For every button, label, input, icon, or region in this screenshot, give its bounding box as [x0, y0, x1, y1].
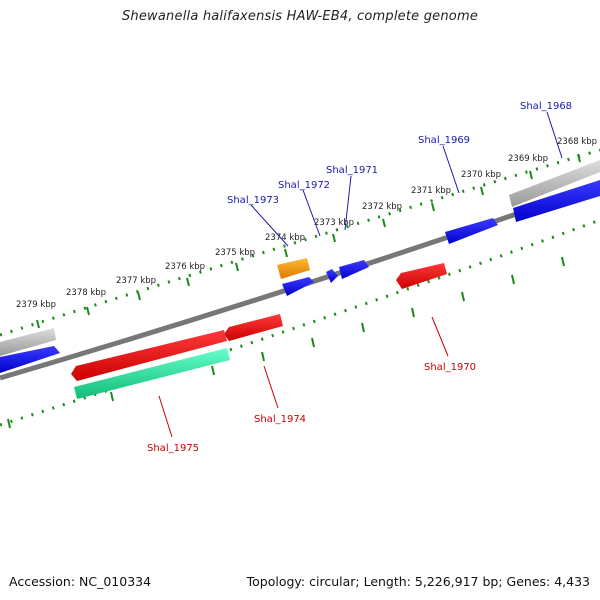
feature-shal-1971[interactable] — [339, 260, 369, 279]
feature-shal-1969[interactable] — [445, 218, 498, 244]
kbp-label: 2369 kbp — [508, 154, 548, 164]
gene-label-shal-1975[interactable]: Shal_1975 — [147, 443, 199, 454]
gene-label-shal-1969[interactable]: Shal_1969 — [418, 135, 470, 146]
gene-label-shal-1973[interactable]: Shal_1973 — [227, 195, 279, 206]
feature-rna-orange[interactable] — [277, 258, 310, 279]
outer-scale-track — [0, 148, 600, 337]
inner-scale-track — [0, 218, 600, 427]
map-title: Shewanella halifaxensis HAW-EB4, complet… — [121, 9, 479, 24]
feature-blue-left[interactable] — [0, 346, 60, 373]
outer-major-ticks — [36, 153, 581, 329]
accession-label: Accession: NC_010334 — [9, 574, 152, 589]
inner-major-ticks — [7, 256, 565, 429]
forward-strand-features — [0, 160, 600, 373]
reverse-strand-features — [71, 263, 447, 399]
feature-red-long[interactable] — [71, 330, 227, 381]
kbp-label: 2375 kbp — [215, 248, 255, 258]
gene-label-shal-1968[interactable]: Shal_1968 — [520, 101, 572, 112]
kbp-labels: 2368 kbp 2369 kbp 2370 kbp 2371 kbp 2372 kbp… — [16, 137, 597, 310]
gene-label-shal-1974[interactable]: Shal_1974 — [254, 414, 306, 425]
genome-summary: Topology: circular; Length: 5,226,917 bp… — [246, 574, 590, 589]
feature-shal-1975[interactable] — [74, 348, 230, 399]
kbp-label: 2373 kbp — [314, 218, 354, 228]
gene-label-shal-1971[interactable]: Shal_1971 — [326, 165, 378, 176]
kbp-label: 2372 kbp — [362, 202, 402, 212]
kbp-label: 2377 kbp — [116, 276, 156, 286]
label-leaders — [158, 111, 563, 438]
feature-shal-1970[interactable] — [396, 263, 447, 289]
feature-shal-1972[interactable] — [326, 269, 338, 283]
gene-labels: Shal_1968 Shal_1969 Shal_1971 Shal_1972 Shal… — [147, 101, 572, 454]
kbp-label: 2374 kbp — [265, 233, 305, 243]
kbp-label: 2370 kbp — [461, 170, 501, 180]
feature-shal-1973[interactable] — [282, 277, 314, 296]
kbp-label: 2376 kbp — [165, 262, 205, 272]
kbp-label: 2378 kbp — [66, 288, 106, 298]
kbp-label: 2371 kbp — [411, 186, 451, 196]
gene-label-shal-1970[interactable]: Shal_1970 — [424, 362, 476, 373]
gene-label-shal-1972[interactable]: Shal_1972 — [278, 180, 330, 191]
feature-grey-left[interactable] — [0, 328, 56, 356]
kbp-label: 2368 kbp — [557, 137, 597, 147]
feature-shal-1968[interactable] — [513, 180, 600, 222]
feature-grey-right[interactable] — [509, 160, 600, 207]
feature-shal-1974[interactable] — [224, 314, 283, 341]
kbp-label: 2379 kbp — [16, 300, 56, 310]
